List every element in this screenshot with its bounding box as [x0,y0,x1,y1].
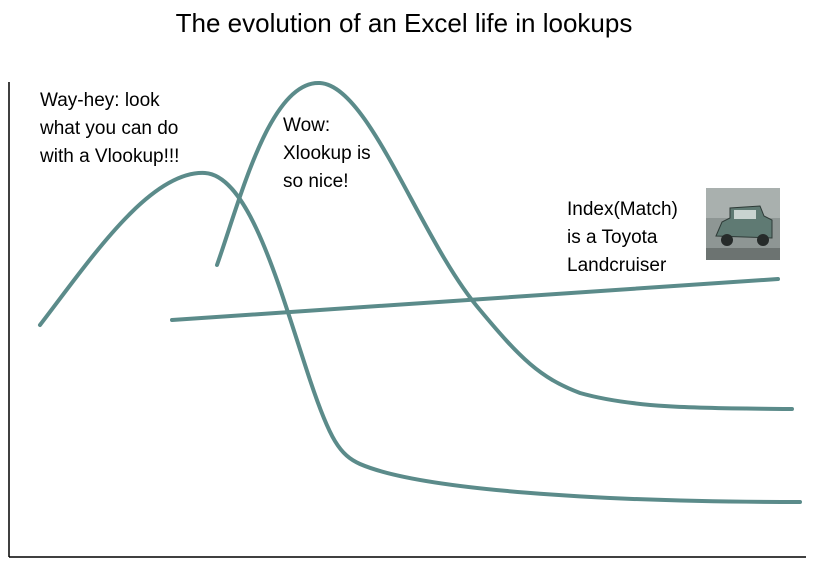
index-match-line [170,277,780,322]
annotation-line: what you can do [39,118,178,139]
annotation-line: Way-hey: look [40,90,160,111]
annotation-line: with a Vlookup!!! [39,146,179,167]
xlookup-curve [215,80,794,411]
annotation-line: so nice! [283,171,348,192]
annotation-line: is a Toyota [567,227,658,248]
annotation-line: Wow: [283,115,330,136]
car-picture [706,188,780,260]
title: The evolution of an Excel life in lookup… [176,8,633,38]
annotation-line: Landcruiser [567,255,667,276]
annotation-line: Xlookup is [283,143,371,164]
vlookup-curve [38,170,802,504]
annotation-line: Index(Match) [567,199,678,220]
